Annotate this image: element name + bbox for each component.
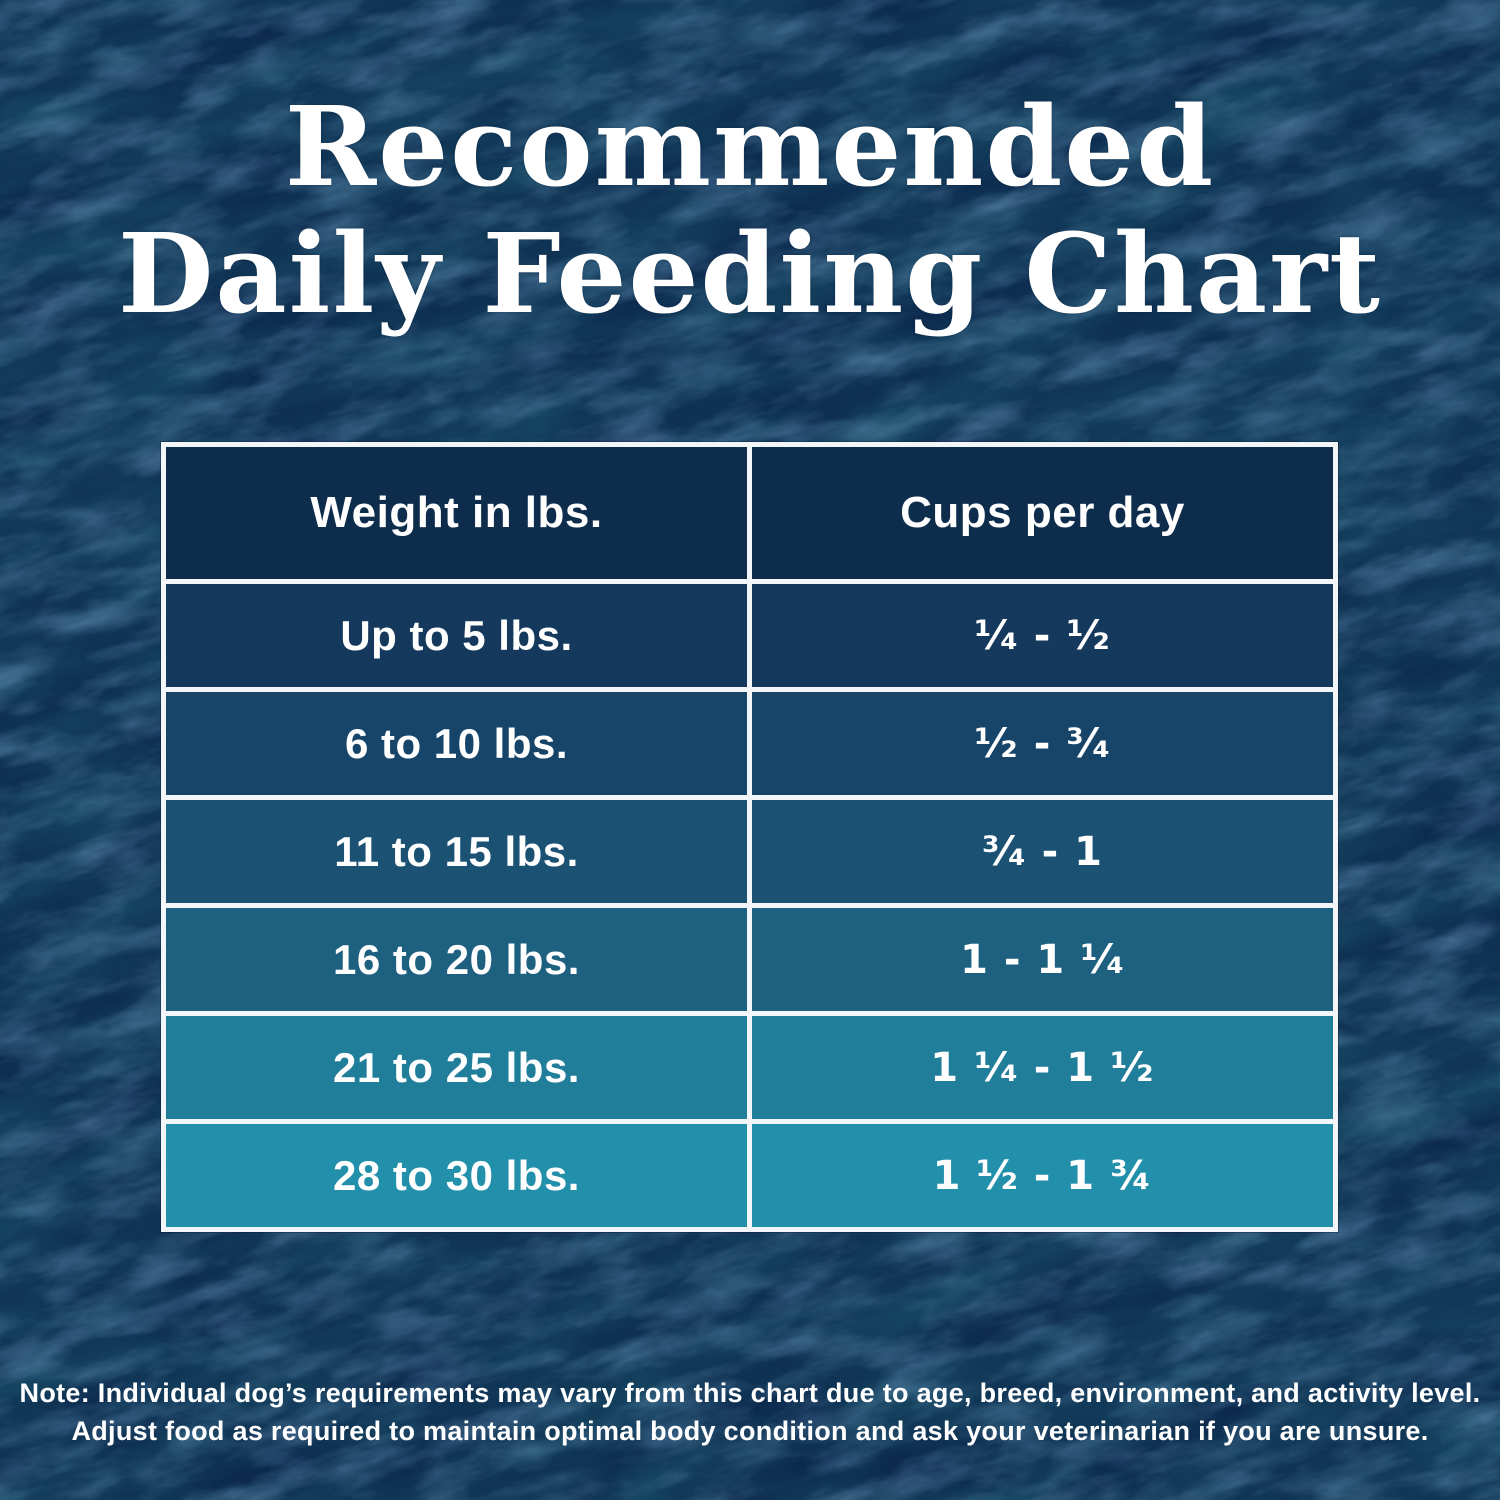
page-title: Recommended Daily Feeding Chart: [0, 82, 1500, 338]
footer-note-line-1: Note: Individual dog’s requirements may …: [19, 1378, 1481, 1408]
table-row: 21 to 25 lbs. 1 ¹⁄₄ - 1 ¹⁄₂: [166, 1016, 1333, 1119]
table-header-row: Weight in lbs. Cups per day: [166, 447, 1333, 579]
weight-cell: 28 to 30 lbs.: [166, 1124, 747, 1227]
page-title-line-1: Recommended: [284, 82, 1216, 211]
table-row: 11 to 15 lbs. ³⁄₄ - 1: [166, 800, 1333, 903]
table-row: 6 to 10 lbs. ¹⁄₂ - ³⁄₄: [166, 692, 1333, 795]
footer-note: Note: Individual dog’s requirements may …: [0, 1374, 1500, 1450]
table-row: Up to 5 lbs. ¹⁄₄ - ¹⁄₂: [166, 584, 1333, 687]
cups-cell: 1 ¹⁄₄ - 1 ¹⁄₂: [752, 1016, 1333, 1119]
cups-cell: 1 ½ - 1 ¾: [752, 1124, 1333, 1227]
weight-cell: 21 to 25 lbs.: [166, 1016, 747, 1119]
header-cell-cups: Cups per day: [752, 447, 1333, 579]
weight-cell: 6 to 10 lbs.: [166, 692, 747, 795]
cups-cell: ¹⁄₄ - ¹⁄₂: [752, 584, 1333, 687]
cups-cell: 1 - 1 ¹⁄₄: [752, 908, 1333, 1011]
weight-cell: 11 to 15 lbs.: [166, 800, 747, 903]
weight-cell: Up to 5 lbs.: [166, 584, 747, 687]
table-row: 16 to 20 lbs. 1 - 1 ¹⁄₄: [166, 908, 1333, 1011]
footer-note-line-2: Adjust food as required to maintain opti…: [71, 1416, 1429, 1446]
cups-cell: ³⁄₄ - 1: [752, 800, 1333, 903]
table-row: 28 to 30 lbs. 1 ½ - 1 ¾: [166, 1124, 1333, 1227]
header-cell-weight: Weight in lbs.: [166, 447, 747, 579]
weight-cell: 16 to 20 lbs.: [166, 908, 747, 1011]
feeding-table: Weight in lbs. Cups per day Up to 5 lbs.…: [161, 442, 1338, 1232]
cups-cell: ¹⁄₂ - ³⁄₄: [752, 692, 1333, 795]
page-title-line-2: Daily Feeding Chart: [118, 208, 1382, 338]
